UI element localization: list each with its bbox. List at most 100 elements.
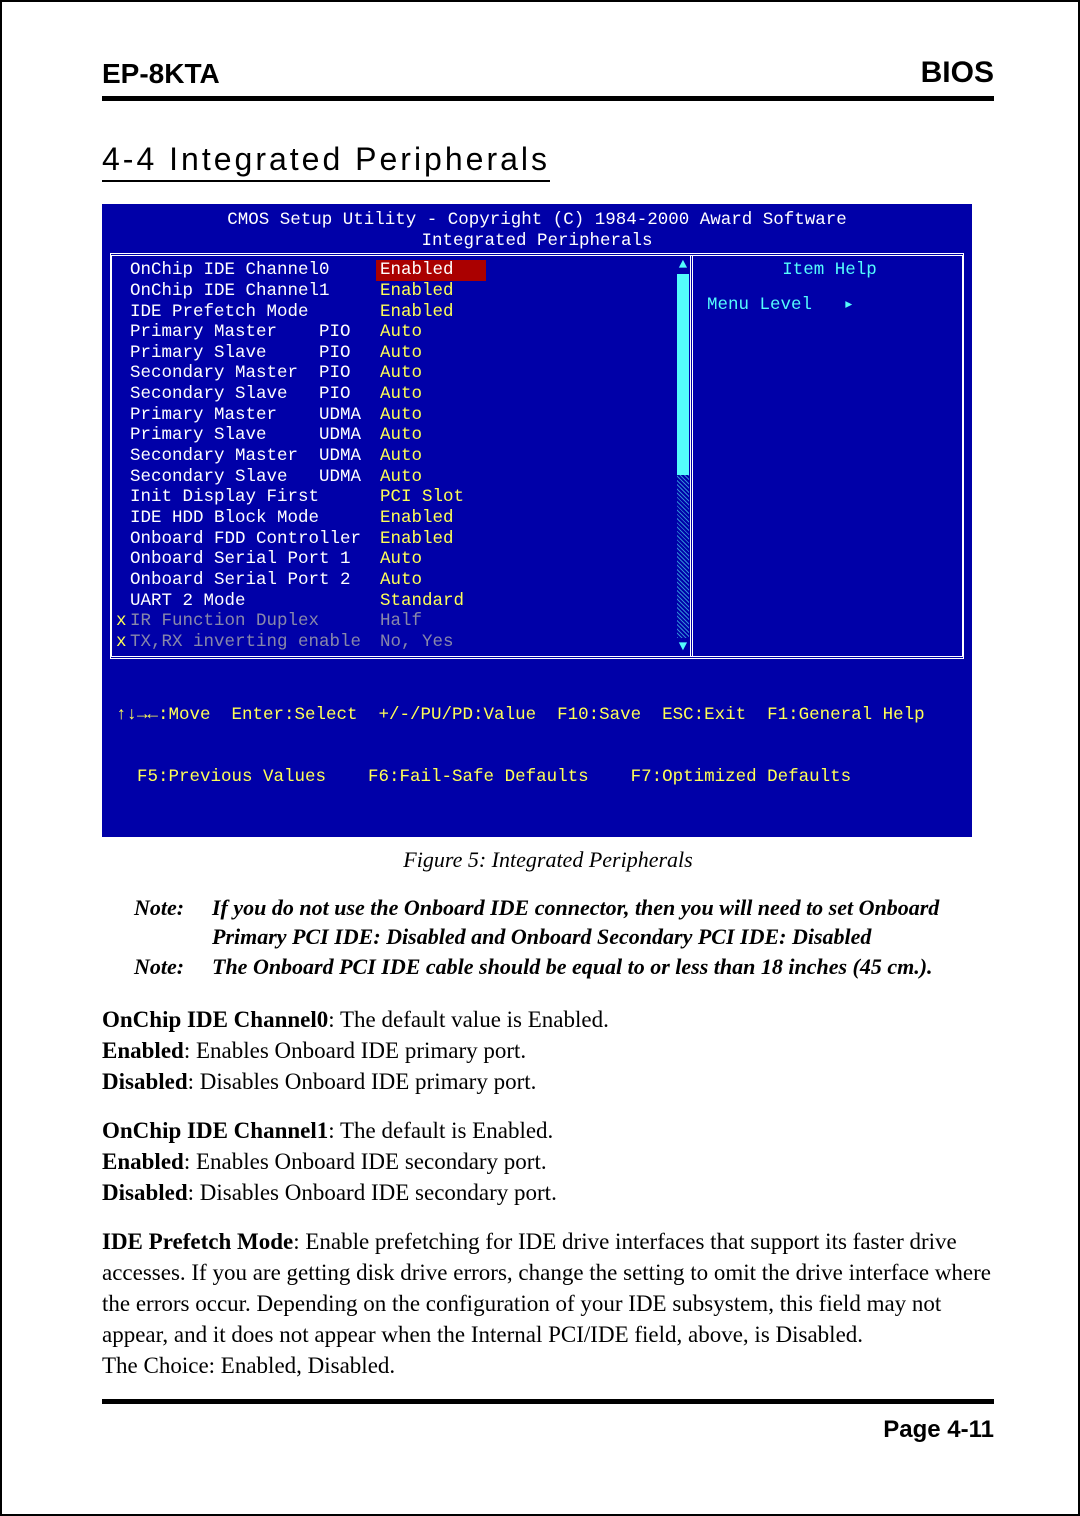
scroll-thumb[interactable] — [677, 274, 689, 474]
bios-setting-row[interactable]: Onboard Serial Port 2Auto — [130, 570, 680, 591]
para-onchip1-head: OnChip IDE Channel1 — [102, 1118, 328, 1143]
bios-setting-row[interactable]: OnChip IDE Channel0Enabled — [130, 260, 680, 281]
para-prefetch-head: IDE Prefetch Mode — [102, 1229, 293, 1254]
bios-setting-label: Secondary Slave PIO — [130, 384, 380, 405]
manual-page: EP-8KTA BIOS 4-4 Integrated Peripherals … — [0, 0, 1080, 1516]
figure-caption: Figure 5: Integrated Peripherals — [102, 847, 994, 873]
page-header: EP-8KTA BIOS — [102, 56, 994, 94]
bios-setting-label: OnChip IDE Channel1 — [130, 281, 380, 302]
p2-disabled-text: : Disables Onboard IDE secondary port. — [188, 1180, 557, 1205]
p2-enabled: Enabled — [102, 1149, 184, 1174]
bios-title: CMOS Setup Utility - Copyright (C) 1984-… — [104, 206, 970, 253]
note-row: Note:The Onboard PCI IDE cable should be… — [134, 952, 994, 982]
bios-setting-row[interactable]: Primary Master PIOAuto — [130, 322, 680, 343]
bios-setting-label: Secondary Master PIO — [130, 363, 380, 384]
bios-footer-line2: F5:Previous Values F6:Fail-Safe Defaults… — [116, 767, 958, 788]
bios-setting-value[interactable]: Auto — [380, 363, 490, 384]
bios-setting-row[interactable]: xTX,RX inverting enableNo, Yes — [130, 632, 680, 653]
section-title: 4-4 Integrated Peripherals — [102, 141, 550, 182]
bios-setting-value[interactable]: Auto — [380, 446, 490, 467]
bios-setting-value[interactable]: PCI Slot — [380, 487, 490, 508]
bios-screen: CMOS Setup Utility - Copyright (C) 1984-… — [102, 204, 972, 837]
bios-scrollbar[interactable]: ▲ ▼ — [674, 258, 692, 654]
bios-setting-row[interactable]: Secondary Slave PIOAuto — [130, 384, 680, 405]
bios-setting-row[interactable]: Secondary Master UDMAAuto — [130, 446, 680, 467]
bios-setting-row[interactable]: Init Display FirstPCI Slot — [130, 487, 680, 508]
bios-setting-label: Primary Master UDMA — [130, 405, 380, 426]
bios-setting-row[interactable]: Onboard FDD ControllerEnabled — [130, 529, 680, 550]
bios-setting-row[interactable]: Secondary Master PIOAuto — [130, 363, 680, 384]
bios-setting-row[interactable]: IDE HDD Block ModeEnabled — [130, 508, 680, 529]
bios-setting-row[interactable]: Primary Master UDMAAuto — [130, 405, 680, 426]
p2-enabled-text: : Enables Onboard IDE secondary port. — [184, 1149, 547, 1174]
scroll-track[interactable] — [677, 274, 689, 638]
p1-disabled: Disabled — [102, 1069, 188, 1094]
bios-setting-value[interactable]: Auto — [380, 322, 490, 343]
bios-setting-value[interactable]: Auto — [380, 425, 490, 446]
bios-body: OnChip IDE Channel0EnabledOnChip IDE Cha… — [110, 253, 964, 659]
bios-setting-value[interactable]: Enabled — [380, 529, 490, 550]
scroll-shade — [677, 475, 689, 639]
para-onchip0: OnChip IDE Channel0: The default value i… — [102, 1004, 994, 1097]
bios-setting-label: OnChip IDE Channel0 — [130, 260, 380, 281]
bios-help-panel: Item Help Menu Level ▸ — [690, 256, 962, 656]
page-number: Page 4-11 — [102, 1416, 994, 1444]
notes-block: Note:If you do not use the Onboard IDE c… — [134, 893, 994, 982]
note-tag: Note: — [134, 893, 212, 952]
bios-setting-row[interactable]: Primary Slave PIOAuto — [130, 343, 680, 364]
bios-setting-label: IDE HDD Block Mode — [130, 508, 380, 529]
bios-setting-value[interactable]: Standard — [380, 591, 490, 612]
bios-setting-label: Secondary Slave UDMA — [130, 467, 380, 488]
bios-setting-value[interactable]: Auto — [380, 570, 490, 591]
bios-footer-line1: ↑↓→←:Move Enter:Select +/-/PU/PD:Value F… — [116, 705, 958, 726]
bios-setting-label: Init Display First — [130, 487, 380, 508]
scroll-down-icon[interactable]: ▼ — [679, 640, 687, 654]
bios-setting-row[interactable]: Primary Slave UDMAAuto — [130, 425, 680, 446]
para-onchip0-tail: : The default value is Enabled. — [328, 1007, 609, 1032]
bios-setting-label: IDE Prefetch Mode — [130, 302, 380, 323]
bios-setting-value[interactable]: Auto — [380, 384, 490, 405]
p2-disabled: Disabled — [102, 1180, 188, 1205]
bios-setting-value[interactable]: Half — [380, 611, 490, 632]
header-rule — [102, 96, 994, 101]
bios-setting-label: IR Function Duplex — [130, 611, 380, 632]
bios-setting-label: Secondary Master UDMA — [130, 446, 380, 467]
bios-setting-label: Primary Master PIO — [130, 322, 380, 343]
bios-setting-value[interactable]: Auto — [380, 467, 490, 488]
bios-title-line2: Integrated Peripherals — [104, 231, 970, 252]
bios-setting-row[interactable]: Onboard Serial Port 1Auto — [130, 549, 680, 570]
note-tag: Note: — [134, 952, 212, 982]
footer-rule — [102, 1399, 994, 1404]
scroll-up-icon[interactable]: ▲ — [679, 258, 687, 272]
bios-setting-label: Onboard Serial Port 2 — [130, 570, 380, 591]
bios-setting-value[interactable]: Enabled — [380, 508, 490, 529]
header-model: EP-8KTA — [102, 58, 220, 90]
p1-enabled: Enabled — [102, 1038, 184, 1063]
p1-disabled-text: : Disables Onboard IDE primary port. — [188, 1069, 537, 1094]
para-onchip1-tail: : The default is Enabled. — [328, 1118, 553, 1143]
bios-setting-row[interactable]: IDE Prefetch ModeEnabled — [130, 302, 680, 323]
bios-setting-value[interactable]: Enabled — [380, 302, 490, 323]
bios-setting-row[interactable]: Secondary Slave UDMAAuto — [130, 467, 680, 488]
bios-setting-label: Primary Slave UDMA — [130, 425, 380, 446]
bios-setting-row[interactable]: xIR Function DuplexHalf — [130, 611, 680, 632]
para-prefetch: IDE Prefetch Mode: Enable prefetching fo… — [102, 1226, 994, 1381]
bios-setting-value[interactable]: Auto — [380, 405, 490, 426]
bios-setting-value[interactable]: Auto — [380, 343, 490, 364]
bios-setting-value[interactable]: Auto — [380, 549, 490, 570]
bios-menu-level: Menu Level ▸ — [707, 295, 952, 316]
bios-setting-row[interactable]: OnChip IDE Channel1Enabled — [130, 281, 680, 302]
bios-setting-value[interactable]: Enabled — [376, 260, 486, 281]
para-onchip0-head: OnChip IDE Channel0 — [102, 1007, 328, 1032]
bios-setting-value[interactable]: Enabled — [380, 281, 490, 302]
disabled-marker-icon: x — [116, 632, 127, 653]
bios-setting-label: UART 2 Mode — [130, 591, 380, 612]
bios-setting-row[interactable]: UART 2 ModeStandard — [130, 591, 680, 612]
bios-setting-label: Primary Slave PIO — [130, 343, 380, 364]
para-prefetch-choice: The Choice: Enabled, Disabled. — [102, 1353, 395, 1378]
bios-setting-label: TX,RX inverting enable — [130, 632, 380, 653]
note-text: The Onboard PCI IDE cable should be equa… — [212, 952, 994, 982]
bios-setting-label: Onboard FDD Controller — [130, 529, 380, 550]
bios-setting-value[interactable]: No, Yes — [380, 632, 490, 653]
disabled-marker-icon: x — [116, 611, 127, 632]
